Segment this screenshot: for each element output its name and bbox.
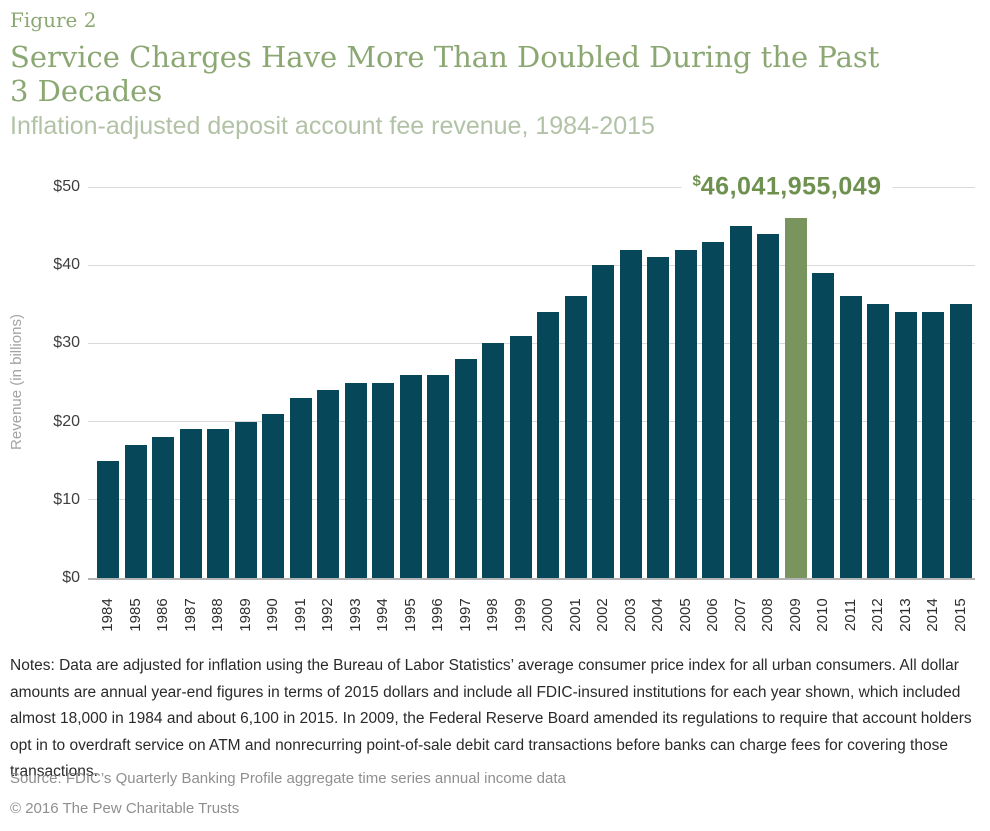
x-tick-label-2013: 2013 xyxy=(896,598,914,632)
x-tick-label-1999: 1999 xyxy=(511,598,529,632)
y-axis-title: Revenue (in billions) xyxy=(8,314,25,450)
gridline-10 xyxy=(88,499,975,501)
bar-1989 xyxy=(234,421,257,578)
bar-2011 xyxy=(839,296,862,578)
bar-2014 xyxy=(922,312,944,578)
x-tick-label-1998: 1998 xyxy=(484,598,501,632)
x-tick-label-1991: 1991 xyxy=(291,598,309,632)
x-tick-label-2009: 2009 xyxy=(786,598,804,632)
x-tick-label-1987: 1987 xyxy=(181,598,199,632)
peak-annotation-dollar-sign: $ xyxy=(692,172,701,190)
x-tick-label-1985: 1985 xyxy=(126,598,144,632)
chart-title-line-2: 3 Decades xyxy=(10,74,163,108)
peak-annotation-value: 46,041,955,049 xyxy=(700,172,882,201)
bar-1984 xyxy=(97,460,119,578)
x-tick-label-2006: 2006 xyxy=(704,598,721,632)
x-tick-label-2000: 2000 xyxy=(539,598,556,632)
bar-2003 xyxy=(619,249,642,578)
bar-1985 xyxy=(124,445,147,578)
x-tick-label-2005: 2005 xyxy=(676,598,694,632)
x-tick-label-1995: 1995 xyxy=(401,598,419,632)
bar-1998 xyxy=(482,343,504,578)
x-tick-label-2008: 2008 xyxy=(759,598,776,632)
bar-2000 xyxy=(537,312,559,578)
gridline-20 xyxy=(88,421,975,423)
copyright-text: © 2016 The Pew Charitable Trusts xyxy=(10,800,240,817)
bar-2006 xyxy=(702,241,724,578)
bar-1992 xyxy=(317,390,339,578)
x-tick-label-2004: 2004 xyxy=(649,598,666,632)
y-tick-label-10: $10 xyxy=(53,490,80,508)
x-tick-label-2015: 2015 xyxy=(951,598,969,632)
x-tick-label-2001: 2001 xyxy=(566,598,584,632)
x-tick-label-1986: 1986 xyxy=(154,598,171,632)
x-tick-label-1988: 1988 xyxy=(209,598,226,632)
y-tick-label-40: $40 xyxy=(53,256,80,274)
x-tick-label-2007: 2007 xyxy=(731,598,749,632)
x-tick-label-1984: 1984 xyxy=(99,598,116,632)
bar-2012 xyxy=(867,304,889,578)
bar-2002 xyxy=(592,265,614,578)
gridline-40 xyxy=(88,264,975,266)
x-tick-label-2010: 2010 xyxy=(814,598,831,632)
bar-1993 xyxy=(344,382,367,578)
x-tick-label-1992: 1992 xyxy=(319,598,336,632)
x-tick-label-2011: 2011 xyxy=(841,598,859,632)
chart-subtitle: Inflation-adjusted deposit account fee r… xyxy=(10,112,655,140)
bar-2005 xyxy=(674,249,697,578)
chart-title-line-1: Service Charges Have More Than Doubled D… xyxy=(10,40,880,74)
bar-2009 xyxy=(784,217,807,578)
bar-1997 xyxy=(454,359,477,578)
y-tick-label-20: $20 xyxy=(53,412,80,430)
x-tick-label-2002: 2002 xyxy=(594,598,611,632)
x-tick-label-1997: 1997 xyxy=(456,598,474,632)
bar-2013 xyxy=(894,312,917,578)
x-tick-label-1990: 1990 xyxy=(264,598,281,632)
x-tick-label-2014: 2014 xyxy=(924,598,941,632)
figure-label: Figure 2 xyxy=(10,8,97,32)
bar-2015 xyxy=(949,304,972,578)
y-tick-label-50: $50 xyxy=(53,178,80,195)
bar-1999 xyxy=(509,335,532,578)
y-tick-label-0: $0 xyxy=(62,569,80,586)
notes-text: Notes: Data are adjusted for inflation u… xyxy=(10,657,972,780)
bar-chart: Revenue (in billions) $0 $10 $20 $30 $40 $50 1… xyxy=(0,160,990,652)
gridline-50 xyxy=(88,186,975,188)
y-tick-label-30: $30 xyxy=(53,334,80,352)
bar-2007 xyxy=(729,226,752,578)
bar-1988 xyxy=(207,429,229,578)
bar-2010 xyxy=(812,273,834,578)
peak-annotation: $46,041,955,049 xyxy=(681,172,893,202)
bar-1991 xyxy=(289,398,312,578)
x-axis-line xyxy=(88,578,975,580)
bar-1986 xyxy=(152,437,174,578)
gridline-30 xyxy=(88,342,975,344)
x-tick-label-1989: 1989 xyxy=(236,598,254,632)
x-tick-label-2012: 2012 xyxy=(869,598,886,632)
bar-1990 xyxy=(262,413,284,578)
x-tick-label-1996: 1996 xyxy=(429,598,446,632)
bar-1995 xyxy=(399,374,422,578)
bar-2001 xyxy=(564,296,587,578)
bar-2004 xyxy=(647,257,669,578)
source-text: Source: FDIC’s Quarterly Banking Profile… xyxy=(10,770,566,787)
bar-1994 xyxy=(372,382,394,578)
x-tick-label-2003: 2003 xyxy=(621,598,639,632)
bar-1987 xyxy=(179,429,202,578)
bar-1996 xyxy=(427,374,449,578)
bar-2008 xyxy=(757,233,779,578)
x-tick-label-1994: 1994 xyxy=(374,598,391,632)
x-tick-label-1993: 1993 xyxy=(346,598,364,632)
chart-title: Service Charges Have More Than Doubled D… xyxy=(10,40,970,108)
